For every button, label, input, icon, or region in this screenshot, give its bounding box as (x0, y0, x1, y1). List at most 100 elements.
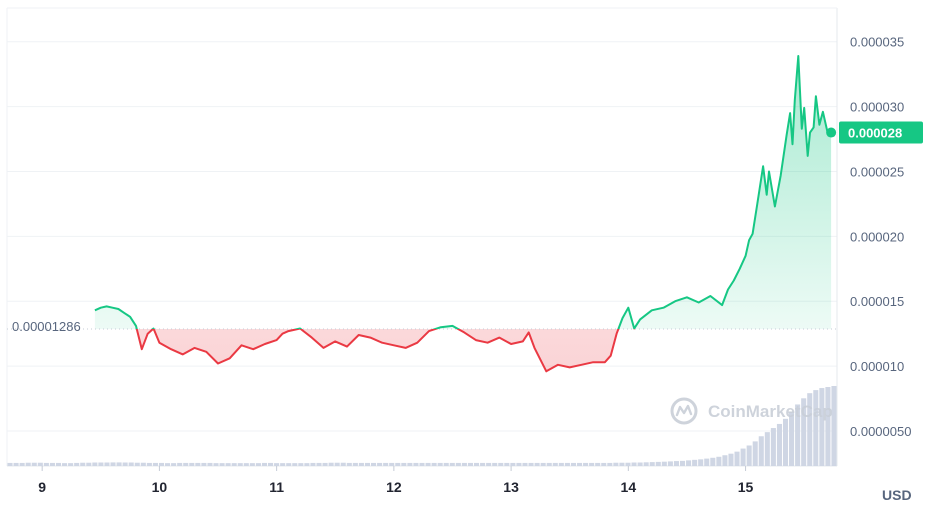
y-tick-label: 0.000035 (850, 35, 904, 50)
volume-bar (213, 463, 219, 466)
volume-bar (62, 463, 68, 466)
y-axis: 0.0000050 0.000010 0.000015 0.000020 0.00002… (850, 35, 911, 439)
volume-bar (401, 462, 407, 466)
y-tick-label: 0.000015 (850, 294, 904, 309)
volume-bar (134, 462, 140, 466)
price-lines (94, 55, 832, 373)
volume-bar (177, 462, 183, 466)
volume-bar (358, 462, 364, 466)
volume-bar (643, 462, 649, 466)
volume-bar (219, 463, 225, 466)
volume-bar (637, 462, 643, 466)
reference-price-text: 0.00001286 (12, 319, 81, 334)
volume-bar (183, 462, 189, 466)
volume-bar (455, 462, 461, 466)
volume-bar (595, 462, 601, 466)
reference-price-label: 0.00001286 (12, 319, 81, 334)
volume-bar (122, 462, 128, 466)
volume-bar (310, 462, 316, 466)
volume-bar (92, 462, 98, 466)
volume-bar (679, 460, 686, 466)
volume-bar (7, 462, 13, 466)
volume-bar (171, 463, 177, 466)
volume-bar (431, 462, 437, 466)
volume-bar (268, 462, 274, 466)
volume-bar (710, 457, 716, 466)
volume-bar (764, 432, 770, 466)
volume-bar (443, 462, 449, 466)
area-fill-down (136, 328, 619, 372)
volume-bar (304, 463, 310, 466)
volume-bar (165, 463, 171, 466)
volume-bar (352, 462, 358, 466)
volume-bar (613, 462, 619, 466)
volume-bar (655, 461, 661, 466)
volume-bar (292, 463, 298, 466)
y-tick-label: 0.000010 (850, 359, 904, 374)
x-tick-label: 10 (152, 479, 168, 495)
x-tick-label: 15 (738, 479, 754, 495)
volume-bar (807, 393, 813, 466)
y-tick-label: 0.000025 (850, 164, 904, 179)
volume-bar (146, 462, 152, 466)
volume-bar (25, 462, 31, 466)
volume-bar (377, 462, 383, 466)
grid-lines (6, 7, 838, 467)
volume-bar (510, 462, 516, 466)
volume-bar (583, 462, 589, 466)
volume-bar (243, 463, 249, 466)
volume-bar (261, 462, 268, 466)
volume-bar (425, 462, 431, 466)
volume-bar (667, 461, 673, 466)
volume-bar (322, 462, 328, 466)
volume-bar (280, 463, 286, 466)
volume-bar (576, 462, 583, 466)
volume-bar (522, 462, 528, 466)
coinmarketcap-watermark: CoinMarketCap (670, 397, 833, 425)
x-axis: 9 10 11 12 13 14 15 (38, 466, 754, 495)
volume-bar (704, 458, 710, 466)
volume-bar (770, 428, 776, 466)
x-tick-label: 12 (386, 479, 402, 495)
volume-bar (346, 462, 352, 466)
volume-bar (492, 462, 498, 466)
y-tick-label: 0.000030 (850, 100, 904, 115)
volume-bar (607, 462, 613, 466)
price-line-down (135, 328, 636, 373)
volume-bar (255, 463, 261, 466)
volume-bar (201, 462, 207, 466)
volume-bar (589, 462, 595, 466)
volume-bar (801, 398, 807, 466)
volume-bar (140, 462, 146, 466)
volume-bar (716, 456, 722, 466)
volume-bar (237, 463, 243, 466)
volume-bar (413, 462, 419, 466)
volume-bar (389, 462, 395, 466)
volume-bar (540, 462, 546, 466)
volume-bar (619, 462, 625, 466)
volume-bar (104, 462, 110, 466)
volume-bar (49, 462, 55, 466)
volume-bar (570, 462, 576, 466)
volume-bar (819, 388, 825, 466)
volume-bar (795, 404, 801, 466)
volume-bar (692, 459, 698, 466)
volume-bar (758, 436, 764, 466)
volume-bar (340, 462, 346, 466)
current-price-text: 0.000028 (848, 126, 902, 141)
x-tick-label: 9 (38, 479, 46, 495)
x-tick-label: 13 (503, 479, 519, 495)
volume-bar (728, 453, 734, 466)
volume-bar (698, 459, 704, 466)
volume-bar (558, 462, 564, 466)
volume-bar (231, 463, 237, 466)
volume-bar (480, 462, 486, 466)
volume-bar (661, 461, 667, 466)
volume-bar (534, 462, 540, 466)
y-tick-label: 0.000020 (850, 229, 904, 244)
volume-bar (649, 462, 655, 466)
volume-bar (552, 462, 558, 466)
volume-bar (55, 462, 62, 466)
volume-bar (407, 462, 413, 466)
